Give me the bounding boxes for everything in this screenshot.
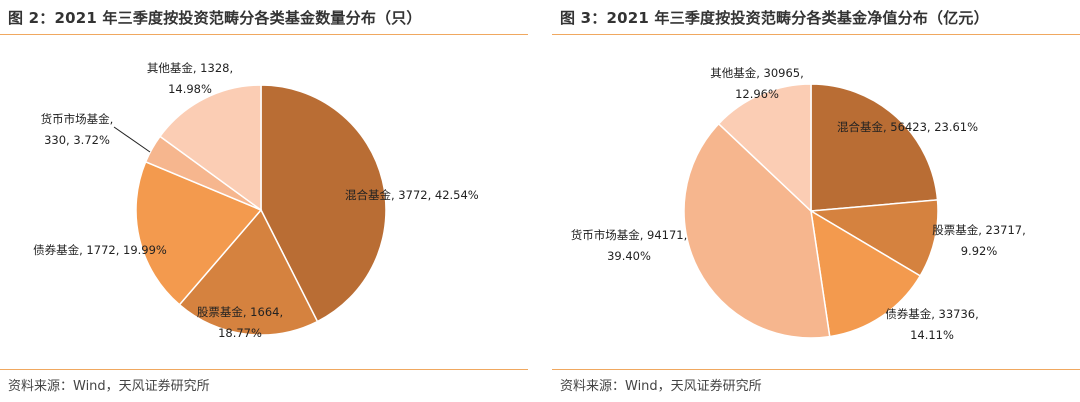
pie-slice-1 (260, 84, 387, 323)
title-divider (552, 34, 1080, 35)
pie-chart-fund-count: 混合基金, 3772, 42.54% 股票基金, 1664, 18.77% 债券基金,… (33, 61, 479, 340)
chart-title: 图 3：2021 年三季度按投资范畴分各类基金净值分布（亿元） (560, 9, 989, 27)
title-divider (0, 34, 528, 35)
slice-label: 股票基金, 23717, 9.92% (932, 223, 1026, 258)
chart-title: 图 2：2021 年三季度按投资范畴分各类基金数量分布（只） (8, 9, 422, 27)
slice-label: 混合基金, 56423, 23.61% (837, 120, 978, 134)
slice-label: 债券基金, 1772, 19.99% (33, 243, 167, 257)
source-note: 资料来源：Wind，天风证券研究所 (560, 379, 762, 394)
pie-slice-2 (178, 208, 319, 336)
pie-slice-2 (808, 199, 939, 277)
chart-panel-fund-nav: 图 3：2021 年三季度按投资范畴分各类基金净值分布（亿元） 混合基金, 56… (552, 0, 1080, 402)
slice-label: 债券基金, 33736, 14.11% (885, 307, 979, 342)
slice-label: 货币市场基金, 330, 3.72% (41, 112, 114, 147)
chart-panel-fund-count: 图 2：2021 年三季度按投资范畴分各类基金数量分布（只） 混合基金, 377… (0, 0, 528, 402)
pie-slice-4 (683, 122, 831, 339)
pie-slice-5 (158, 84, 262, 212)
slice-label: 货币市场基金, 94171, 39.40% (571, 228, 688, 263)
slice-label: 其他基金, 30965, 12.96% (710, 66, 804, 101)
pie-slice-5 (717, 83, 812, 213)
pie-chart-fund-nav: 混合基金, 56423, 23.61% 股票基金, 23717, 9.92% 债券基金… (571, 66, 1026, 342)
source-divider (552, 369, 1080, 370)
slice-label: 混合基金, 3772, 42.54% (345, 188, 479, 202)
pie-slice-1 (810, 83, 939, 212)
pie-slice-3 (810, 209, 922, 338)
leader-line (113, 126, 151, 153)
slice-label: 其他基金, 1328, 14.98% (147, 61, 233, 96)
source-divider (0, 369, 528, 370)
source-note: 资料来源：Wind，天风证券研究所 (8, 379, 210, 394)
slice-label: 股票基金, 1664, 18.77% (197, 305, 283, 340)
